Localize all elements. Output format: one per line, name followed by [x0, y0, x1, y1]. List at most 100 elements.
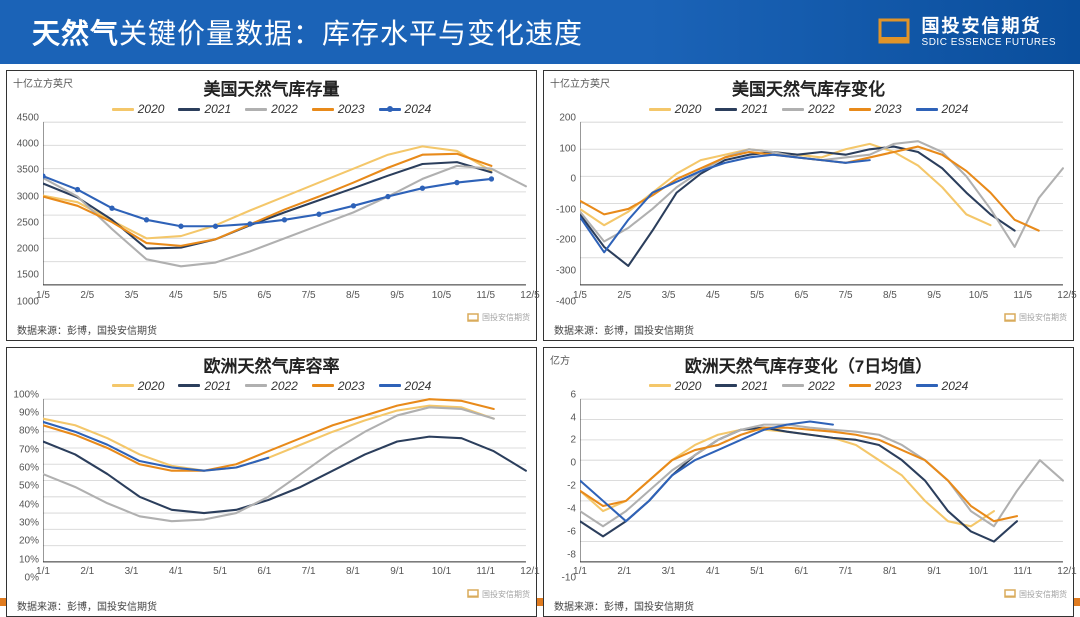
marker-2024 [351, 203, 356, 208]
page-title: 天然气 关键价量数据：库存水平与变化速度 [32, 12, 583, 52]
y-tick-label: -400 [542, 296, 576, 307]
legend-item-y2022: 2022 [245, 379, 298, 393]
y-tick-label: -10 [542, 573, 576, 584]
x-tick-label: 7/1 [302, 566, 316, 577]
legend-label: 2022 [808, 379, 835, 393]
series-y2021 [580, 147, 1015, 266]
x-tick-label: 1/1 [573, 566, 587, 577]
chart-title: 欧洲天然气库存变化（7日均值） [544, 348, 1073, 377]
x-tick-label: 9/1 [390, 566, 404, 577]
x-tick-label: 10/5 [432, 290, 451, 301]
x-tick-label: 6/5 [257, 290, 271, 301]
series-y2022 [43, 166, 526, 266]
series-y2023 [580, 427, 1017, 521]
x-tick-label: 9/5 [390, 290, 404, 301]
legend-swatch [916, 384, 938, 387]
legend-swatch [178, 108, 200, 111]
chart-svg [43, 118, 530, 302]
legend-item-y2024: 2024 [379, 379, 432, 393]
y-tick-label: 0 [542, 458, 576, 469]
chart-svg [580, 395, 1067, 579]
y-tick-label: -300 [542, 265, 576, 276]
x-tick-label: 5/1 [213, 566, 227, 577]
legend-item-y2022: 2022 [245, 102, 298, 116]
y-tick-label: 4 [542, 412, 576, 423]
panel-us-storage: 十亿立方英尺美国天然气库存量20202021202220232024100015… [6, 70, 537, 341]
panel-us-change: 十亿立方英尺美国天然气库存变化20202021202220232024-400-… [543, 70, 1074, 341]
legend-label: 2021 [741, 102, 768, 116]
chart-title: 美国天然气库存量 [7, 71, 536, 100]
marker-2024 [454, 180, 459, 185]
title-rest: 关键价量数据：库存水平与变化速度 [119, 12, 583, 52]
legend-item-y2023: 2023 [849, 102, 902, 116]
x-tick-label: 11/5 [476, 290, 495, 301]
x-tick-label: 4/5 [706, 290, 720, 301]
legend-swatch [849, 108, 871, 111]
chart-title: 美国天然气库存变化 [544, 71, 1073, 100]
legend-item-y2021: 2021 [178, 102, 231, 116]
legend: 20202021202220232024 [7, 377, 536, 395]
legend-item-y2023: 2023 [849, 379, 902, 393]
legend-item-y2022: 2022 [782, 102, 835, 116]
legend-item-y2020: 2020 [112, 102, 165, 116]
marker-2024 [213, 224, 218, 229]
legend-label: 2021 [204, 102, 231, 116]
y-tick-label: 60% [5, 462, 39, 473]
x-tick-label: 5/5 [750, 290, 764, 301]
legend-item-y2024: 2024 [379, 102, 432, 116]
x-tick-label: 12/1 [1057, 566, 1076, 577]
y-tick-label: -2 [542, 481, 576, 492]
series-y2023 [43, 154, 491, 246]
x-tick-label: 3/1 [662, 566, 676, 577]
x-tick-label: 8/5 [883, 290, 897, 301]
plot-area: 0%10%20%30%40%50%60%70%80%90%100%1/12/13… [43, 395, 530, 579]
y-tick-label: 30% [5, 518, 39, 529]
legend-label: 2023 [875, 102, 902, 116]
marker-2024 [385, 194, 390, 199]
x-tick-label: 4/1 [169, 566, 183, 577]
legend-item-y2023: 2023 [312, 379, 365, 393]
x-tick-label: 10/1 [432, 566, 451, 577]
x-tick-label: 6/1 [257, 566, 271, 577]
x-tick-label: 7/1 [839, 566, 853, 577]
x-tick-label: 11/1 [1013, 566, 1032, 577]
legend-label: 2022 [271, 379, 298, 393]
legend-label: 2023 [875, 379, 902, 393]
y-tick-label: 100% [5, 389, 39, 400]
legend-swatch [782, 108, 804, 111]
x-tick-label: 8/1 [883, 566, 897, 577]
plot-area: -10-8-6-4-202461/12/13/14/15/16/17/18/19… [580, 395, 1067, 579]
y-tick-label: 70% [5, 444, 39, 455]
mini-logo: 国投安信期货 [467, 588, 530, 600]
marker-2024 [109, 206, 114, 211]
title-bold: 天然气 [32, 12, 119, 52]
chart-svg [580, 118, 1067, 302]
legend-label: 2020 [675, 379, 702, 393]
header: 天然气 关键价量数据：库存水平与变化速度 国投安信期货 SDIC ESSENCE… [0, 0, 1080, 64]
legend-swatch [916, 108, 938, 111]
series-y2024 [43, 421, 268, 470]
x-tick-label: 7/5 [839, 290, 853, 301]
y-tick-label: 2 [542, 435, 576, 446]
y-tick-label: 0% [5, 573, 39, 584]
legend-label: 2022 [808, 102, 835, 116]
y-tick-label: 2500 [5, 217, 39, 228]
x-tick-label: 12/1 [520, 566, 539, 577]
y-tick-label: 1000 [5, 296, 39, 307]
y-tick-label: 20% [5, 536, 39, 547]
y-tick-label: 50% [5, 481, 39, 492]
x-tick-label: 4/1 [706, 566, 720, 577]
source-label: 数据来源：彭博，国投安信期货 [7, 320, 536, 340]
x-tick-label: 11/5 [1013, 290, 1032, 301]
x-tick-label: 11/1 [476, 566, 495, 577]
x-tick-label: 10/1 [969, 566, 988, 577]
y-tick-label: 3000 [5, 191, 39, 202]
legend-label: 2024 [405, 102, 432, 116]
y-tick-label: -4 [542, 504, 576, 515]
legend-label: 2020 [138, 379, 165, 393]
legend-swatch [849, 384, 871, 387]
legend-swatch [649, 108, 671, 111]
y-unit: 十亿立方英尺 [550, 75, 610, 90]
legend: 20202021202220232024 [7, 100, 536, 118]
x-tick-label: 2/5 [617, 290, 631, 301]
